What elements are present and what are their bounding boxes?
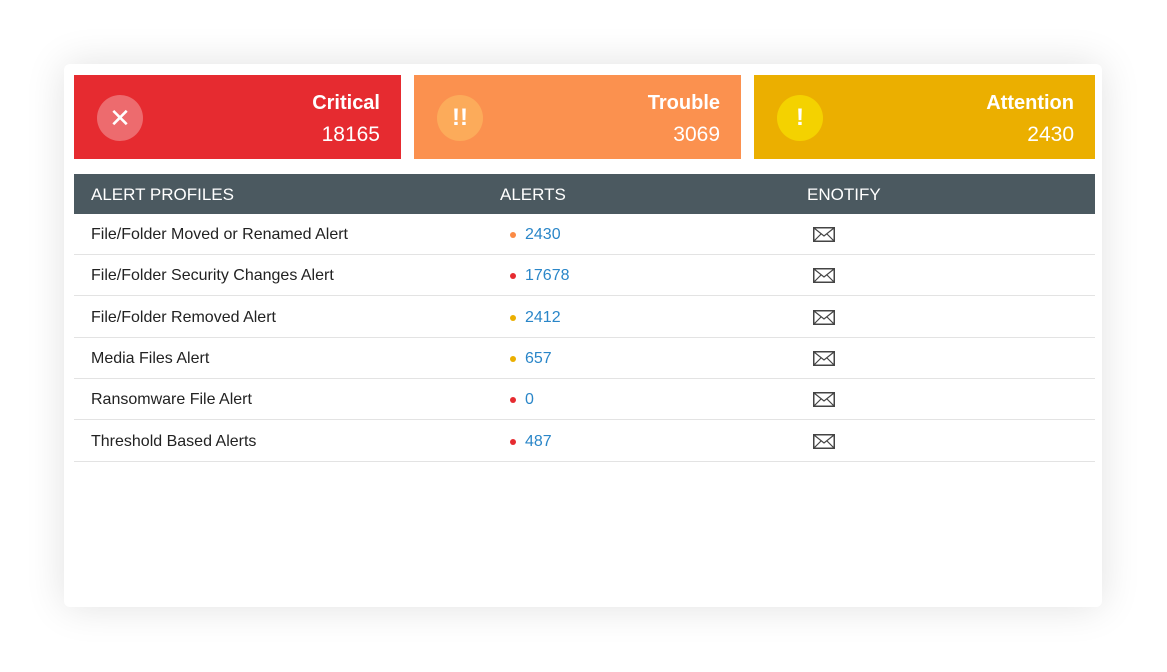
alert-count-link[interactable]: 657 [525, 349, 552, 367]
table-row: Media Files Alert 657 [74, 338, 1095, 379]
alert-profile-name: Ransomware File Alert [91, 391, 252, 409]
tile-trouble[interactable]: !! Trouble 3069 [414, 75, 741, 159]
close-icon: ✕ [97, 95, 143, 141]
severity-dot [510, 232, 516, 238]
tile-critical[interactable]: ✕ Critical 18165 [74, 75, 401, 159]
mail-icon[interactable] [813, 350, 835, 366]
table-header: ALERT PROFILES ALERTS ENOTIFY [74, 174, 1095, 214]
alert-profile-name: File/Folder Security Changes Alert [91, 267, 334, 285]
table-row: File/Folder Moved or Renamed Alert 2430 [74, 214, 1095, 255]
tile-count: 3069 [673, 123, 720, 146]
table-row: Ransomware File Alert 0 [74, 379, 1095, 421]
table-row: Threshold Based Alerts 487 [74, 421, 1095, 462]
severity-dot [510, 438, 516, 445]
alert-profile-name: Media Files Alert [91, 349, 210, 367]
alert-count-link[interactable]: 2430 [525, 226, 561, 243]
table-row: File/Folder Security Changes Alert 17678 [74, 255, 1095, 297]
tile-attention[interactable]: ! Attention 2430 [754, 75, 1095, 159]
mail-icon[interactable] [813, 309, 835, 325]
exclamation-icon: ! [777, 95, 823, 141]
severity-dot [510, 314, 516, 321]
alerts-card: ✕ Critical 18165 !! Trouble 3069 ! Atten… [64, 64, 1102, 607]
alert-count-link[interactable]: 0 [525, 391, 534, 409]
alert-profile-name: File/Folder Moved or Renamed Alert [91, 226, 348, 243]
alert-profile-name: Threshold Based Alerts [91, 432, 257, 450]
alert-profile-name: File/Folder Removed Alert [91, 308, 276, 326]
alert-count-link[interactable]: 487 [525, 432, 552, 450]
tile-label: Attention [986, 92, 1074, 114]
severity-dot [510, 355, 516, 362]
alert-count-link[interactable]: 2412 [525, 308, 561, 326]
mail-icon[interactable] [813, 227, 835, 242]
tile-label: Trouble [647, 92, 720, 114]
table-row: File/Folder Removed Alert 2412 [74, 297, 1095, 338]
mail-icon[interactable] [813, 268, 835, 284]
severity-dot [510, 397, 516, 404]
header-alerts: ALERTS [500, 185, 566, 204]
alert-count-link[interactable]: 17678 [525, 267, 570, 285]
mail-icon[interactable] [813, 392, 835, 408]
mail-icon[interactable] [813, 433, 835, 449]
tile-count: 2430 [1027, 123, 1074, 146]
double-exclamation-icon: !! [437, 95, 483, 141]
header-alert-profiles: ALERT PROFILES [91, 185, 234, 204]
severity-dot [510, 273, 516, 280]
header-enotify: ENOTIFY [807, 185, 881, 204]
tile-label: Critical [312, 92, 380, 114]
tile-count: 18165 [321, 123, 380, 146]
